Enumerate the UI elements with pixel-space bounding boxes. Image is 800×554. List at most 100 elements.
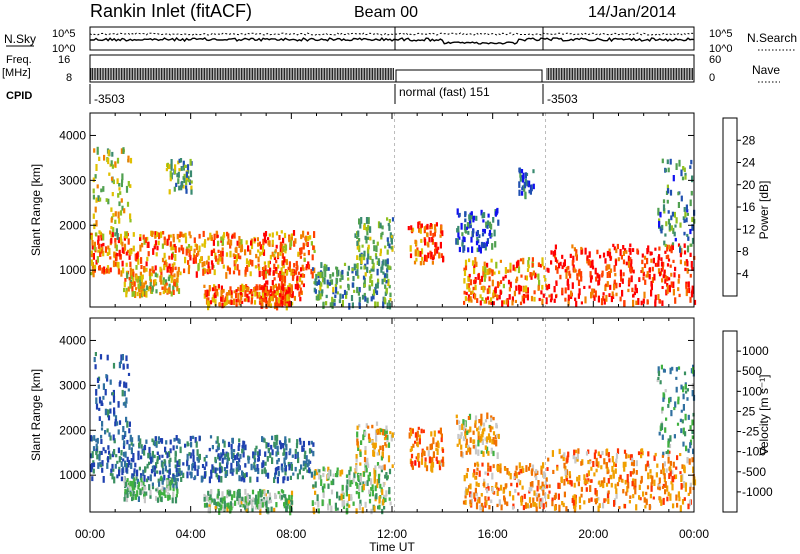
heatmap-cell	[168, 459, 171, 464]
heatmap-cell	[219, 467, 222, 474]
heatmap-cell	[410, 460, 413, 467]
heatmap-cell	[689, 296, 692, 303]
heatmap-cell	[385, 444, 388, 448]
heatmap-cell	[147, 452, 150, 459]
heatmap-cell	[486, 483, 489, 487]
heatmap-cell	[375, 429, 379, 433]
freq-label-line1: Freq.	[6, 54, 32, 66]
heatmap-cell	[599, 483, 602, 488]
heatmap-cell	[647, 451, 650, 457]
heatmap-cell	[597, 295, 600, 303]
heatmap-cell	[236, 240, 239, 246]
heatmap-cell	[284, 244, 288, 251]
heatmap-cell	[191, 463, 194, 471]
heatmap-cell	[130, 442, 133, 446]
heatmap-cell	[596, 249, 599, 255]
heatmap-cell	[469, 279, 473, 286]
heatmap-cell	[671, 366, 674, 371]
heatmap-cell	[622, 259, 626, 265]
heatmap-cell	[530, 471, 534, 476]
heatmap-cell	[489, 465, 492, 472]
heatmap-cell	[281, 247, 284, 253]
colorbar-tick-label: 28	[742, 133, 756, 147]
heatmap-cell	[519, 285, 522, 291]
heatmap-cell	[486, 268, 489, 276]
heatmap-cell	[499, 463, 502, 470]
heatmap-cell	[154, 265, 157, 271]
heatmap-cell	[613, 265, 616, 272]
heatmap-cell	[224, 470, 227, 477]
heatmap-cell	[474, 444, 477, 450]
heatmap-cell	[630, 259, 633, 264]
freq-label-line2: [MHz]	[2, 67, 31, 79]
heatmap-cell	[129, 434, 132, 442]
heatmap-cell	[304, 450, 307, 455]
heatmap-cell	[667, 188, 670, 194]
heatmap-cell	[478, 244, 481, 252]
heatmap-cell	[572, 455, 575, 460]
heatmap-cell	[171, 268, 174, 273]
heatmap-cell	[256, 237, 259, 242]
heatmap-cell	[174, 246, 177, 253]
heatmap-cell	[691, 224, 694, 231]
heatmap-cell	[657, 370, 661, 377]
heatmap-cell	[658, 484, 661, 488]
heatmap-cell	[433, 430, 436, 437]
heatmap-cell	[532, 169, 535, 174]
heatmap-cell	[458, 246, 461, 253]
heatmap-cell	[345, 291, 348, 295]
heatmap-cell	[336, 507, 339, 511]
heatmap-cell	[104, 430, 107, 435]
heatmap-cell	[133, 281, 136, 287]
heatmap-cell	[518, 287, 521, 295]
heatmap-cell	[177, 468, 180, 472]
heatmap-cell	[112, 179, 115, 185]
heatmap-cell	[247, 286, 250, 291]
heatmap-cell	[467, 283, 470, 290]
heatmap-cell	[111, 231, 114, 238]
heatmap-cell	[117, 429, 120, 435]
heatmap-cell	[175, 182, 178, 187]
heatmap-cell	[113, 449, 116, 455]
heatmap-cell	[458, 212, 461, 217]
heatmap-cell	[182, 472, 185, 478]
heatmap-cell	[615, 292, 618, 297]
heatmap-cell	[220, 236, 223, 241]
heatmap-cell	[226, 489, 229, 495]
heatmap-cell	[100, 434, 103, 439]
heatmap-cell	[98, 265, 101, 271]
heatmap-cell	[380, 465, 383, 470]
heatmap-cell	[313, 474, 316, 480]
heatmap-cell	[565, 478, 569, 482]
heatmap-cell	[288, 296, 291, 304]
heatmap-cell	[683, 497, 686, 501]
heatmap-cell	[203, 284, 206, 288]
heatmap-cell	[477, 482, 480, 487]
heatmap-cell	[132, 490, 135, 497]
heatmap-cell	[548, 484, 551, 488]
heatmap-cell	[662, 483, 665, 488]
heatmap-cell	[317, 508, 320, 514]
heatmap-cell	[467, 297, 470, 301]
heatmap-cell	[110, 226, 113, 230]
heatmap-cell	[139, 284, 142, 290]
heatmap-cell	[608, 248, 611, 254]
heatmap-cell	[307, 235, 310, 242]
heatmap-cell	[224, 301, 227, 306]
heatmap-cell	[410, 453, 414, 459]
heatmap-cell	[466, 283, 469, 290]
heatmap-cell	[282, 275, 285, 282]
heatmap-cell	[362, 434, 365, 441]
heatmap-cell	[692, 364, 695, 368]
heatmap-cell	[597, 451, 600, 457]
heatmap-cell	[377, 221, 381, 229]
heatmap-cell	[245, 258, 249, 265]
heatmap-cell	[472, 444, 475, 449]
heatmap-cell	[261, 245, 265, 253]
heatmap-cell	[372, 267, 375, 272]
heatmap-cell	[388, 303, 392, 310]
heatmap-cell	[480, 504, 483, 510]
heatmap-cell	[118, 382, 121, 387]
heatmap-cell	[648, 273, 651, 280]
